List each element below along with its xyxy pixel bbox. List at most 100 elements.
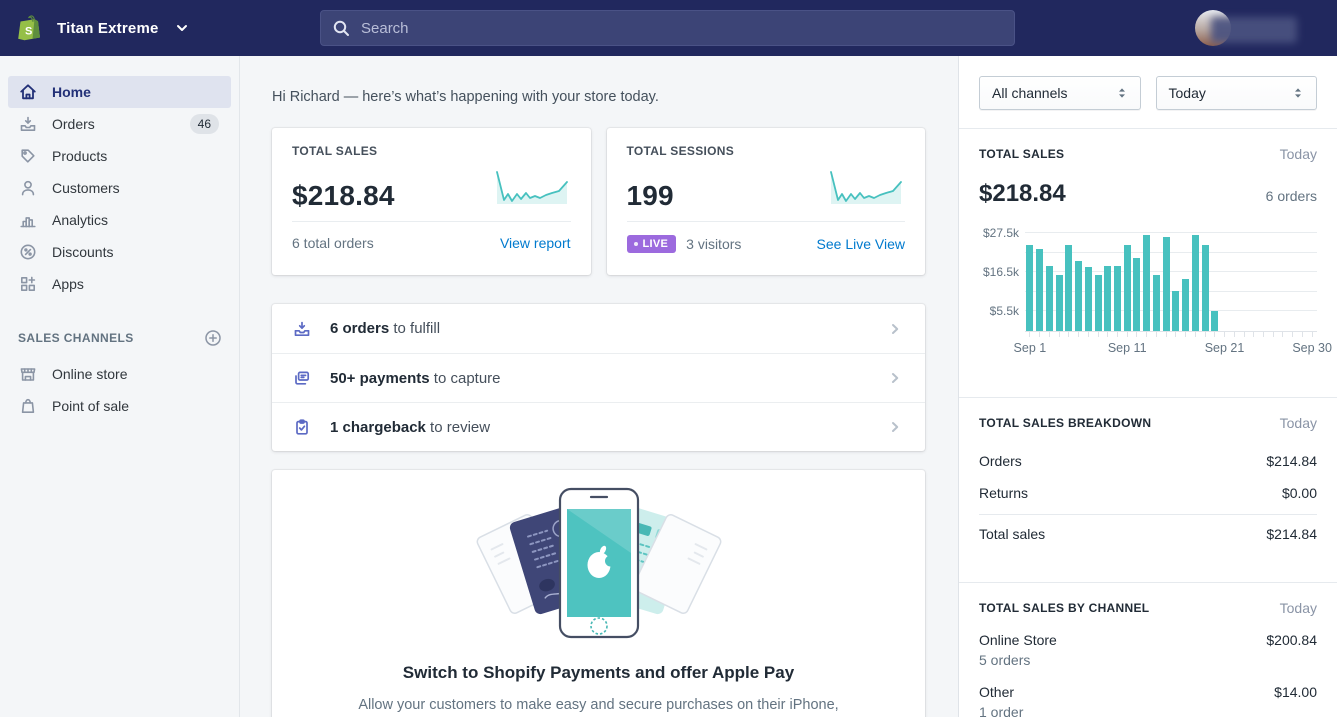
topbar: S Titan Extreme xyxy=(0,0,1337,56)
channel-filter-value: All channels xyxy=(992,85,1068,101)
select-caret-icon xyxy=(1114,85,1130,101)
orders-inbox-icon xyxy=(18,114,38,134)
account-name-redacted xyxy=(1211,17,1297,43)
sidebar-item-apps[interactable]: Apps xyxy=(8,268,231,300)
sidebar-item-label: Analytics xyxy=(52,212,109,228)
sidebar-item-analytics[interactable]: Analytics xyxy=(8,204,231,236)
see-live-view-link[interactable]: See Live View xyxy=(816,236,905,252)
chart-bar xyxy=(1075,261,1083,331)
task-row-orders-to-fulfill[interactable]: 6 orders to fulfill xyxy=(272,304,925,353)
chart-gridline xyxy=(1025,232,1317,234)
search-bar xyxy=(320,10,1015,46)
chart-x-tick-label: Sep 30 xyxy=(1292,341,1332,355)
section-period: Today xyxy=(1279,415,1317,431)
visitors-meta: 3 visitors xyxy=(686,236,742,252)
total-sessions-card: TOTAL SESSIONS 199 LIVE 3 visitors xyxy=(606,128,925,275)
date-filter-select[interactable]: Today xyxy=(1155,76,1317,110)
right-panel: All channels Today TOTAL SALES Today $21… xyxy=(958,56,1337,717)
apple-pay-illustration xyxy=(464,484,734,642)
orders-count-badge: 46 xyxy=(189,114,219,134)
chart-bar xyxy=(1123,245,1131,331)
sidebar-item-label: Customers xyxy=(52,180,120,196)
chart-bar xyxy=(1026,245,1034,331)
promo-heading: Switch to Shopify Payments and offer App… xyxy=(402,663,795,682)
sales-bar-chart: $27.5k $16.5k $5.5k Sep 1 Sep 11 Sep 21 Sep 3… xyxy=(979,226,1332,359)
sidebar-item-home[interactable]: Home xyxy=(8,76,231,108)
chart-bar xyxy=(1143,235,1151,331)
section-heading: TOTAL SALES BREAKDOWN xyxy=(979,416,1152,430)
sidebar-item-label: Orders xyxy=(52,116,95,132)
chart-gridline xyxy=(1025,271,1317,273)
task-row-chargeback-to-review[interactable]: 1 chargeback to review xyxy=(272,402,925,451)
channel-filter-select[interactable]: All channels xyxy=(979,76,1141,110)
home-icon xyxy=(18,82,38,102)
task-label: 50+ payments to capture xyxy=(330,369,501,387)
total-orders-meta: 6 total orders xyxy=(292,235,374,251)
panel-orders-meta: 6 orders xyxy=(1265,188,1317,204)
chart-bar xyxy=(1182,279,1190,331)
chart-bar xyxy=(1045,266,1053,331)
account-menu[interactable] xyxy=(1195,8,1297,48)
sidebar-item-orders[interactable]: Orders 46 xyxy=(8,108,231,140)
chart-y-tick-label: $27.5k xyxy=(982,226,1019,241)
chevron-down-icon xyxy=(174,20,190,36)
section-period: Today xyxy=(1279,600,1317,616)
sidebar-item-label: Home xyxy=(52,84,91,100)
breakdown-row-orders: Orders $214.84 xyxy=(979,453,1317,469)
sidebar-item-discounts[interactable]: Discounts xyxy=(8,236,231,268)
sales-sparkline-chart xyxy=(493,166,571,212)
channel-row-online-store: Online Store $200.84 5 orders xyxy=(979,632,1317,668)
sidebar-item-customers[interactable]: Customers xyxy=(8,172,231,204)
sidebar-item-online-store[interactable]: Online store xyxy=(8,358,231,390)
clipboard-check-icon xyxy=(292,417,312,437)
section-heading: TOTAL SALES BY CHANNEL xyxy=(979,601,1150,615)
search-input[interactable] xyxy=(320,10,1015,46)
sidebar-item-label: Point of sale xyxy=(52,398,130,414)
store-switcher[interactable]: S Titan Extreme xyxy=(0,13,320,43)
chart-x-ticks xyxy=(1025,332,1317,338)
chart-x-tick-label: Sep 21 xyxy=(1204,341,1245,355)
person-icon xyxy=(18,178,38,198)
card-title: TOTAL SESSIONS xyxy=(626,144,735,158)
chart-bar xyxy=(1065,245,1073,331)
panel-total-sales-section: TOTAL SALES Today $218.84 6 orders $27.5… xyxy=(979,129,1332,379)
tasks-card: 6 orders to fulfill 50+ payments to capt… xyxy=(272,304,925,451)
live-dot-icon xyxy=(633,242,638,246)
fulfill-inbox-icon xyxy=(292,319,312,339)
chart-x-tick-label: Sep 1 xyxy=(1013,341,1047,355)
breakdown-row-returns: Returns $0.00 xyxy=(979,485,1317,501)
chart-bar xyxy=(1084,267,1092,331)
sidebar-item-point-of-sale[interactable]: Point of sale xyxy=(8,390,231,422)
total-sales-card: TOTAL SALES $218.84 6 total orders View … xyxy=(272,128,591,275)
sidebar-item-label: Online store xyxy=(52,366,128,382)
main-content: Hi Richard — here’s what’s happening wit… xyxy=(240,56,958,717)
sales-channels-title: SALES CHANNELS xyxy=(18,331,134,345)
sidebar-item-products[interactable]: Products xyxy=(8,140,231,172)
chart-bar xyxy=(1133,257,1141,331)
chart-bar xyxy=(1152,274,1160,331)
total-sales-value: $218.84 xyxy=(292,180,395,211)
sidebar-item-label: Apps xyxy=(52,276,84,292)
payments-icon xyxy=(292,368,312,388)
sessions-sparkline-chart xyxy=(827,166,905,212)
view-report-link[interactable]: View report xyxy=(499,235,571,251)
chart-gridline xyxy=(1025,251,1317,253)
total-sessions-value: 199 xyxy=(626,180,674,211)
chart-bar xyxy=(1036,249,1044,331)
task-row-payments-to-capture[interactable]: 50+ payments to capture xyxy=(272,353,925,402)
add-sales-channel-button[interactable] xyxy=(203,328,223,348)
shopify-logo-icon: S xyxy=(14,13,44,43)
task-label: 1 chargeback to review xyxy=(330,418,491,436)
tag-icon xyxy=(18,146,38,166)
chart-bar xyxy=(1113,266,1121,331)
search-icon xyxy=(331,18,351,41)
chart-bar xyxy=(1104,266,1112,331)
chart-bar xyxy=(1211,311,1219,331)
chart-bar xyxy=(1094,274,1102,331)
chart-bar xyxy=(1201,245,1209,331)
chart-y-tick-label: $5.5k xyxy=(989,304,1019,319)
bar-chart-icon xyxy=(18,210,38,230)
chart-bar xyxy=(1191,235,1199,331)
chart-x-labels: Sep 1 Sep 11 Sep 21 Sep 30 xyxy=(1014,341,1332,359)
sidebar: Home Orders 46 Products xyxy=(0,56,240,717)
